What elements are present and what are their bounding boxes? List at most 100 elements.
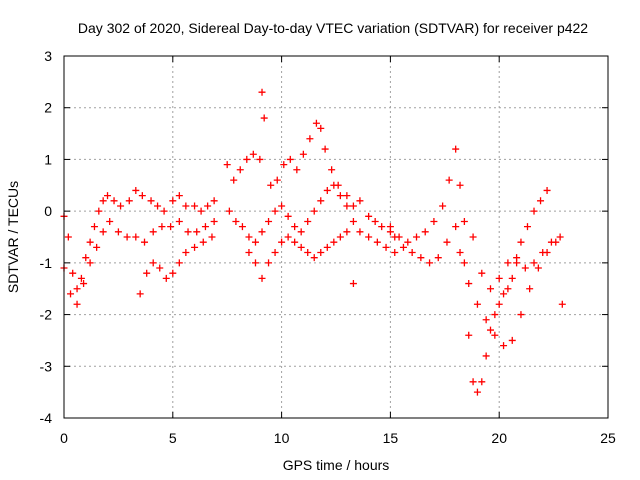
data-point	[90, 223, 98, 231]
data-point	[473, 388, 481, 396]
data-point	[291, 223, 299, 231]
data-point	[193, 228, 201, 236]
data-point	[530, 207, 538, 215]
data-point	[356, 228, 364, 236]
data-point	[132, 186, 140, 194]
data-point	[486, 285, 494, 293]
data-point	[82, 254, 90, 262]
data-point	[452, 223, 460, 231]
data-point	[328, 166, 336, 174]
data-point	[482, 352, 490, 360]
x-tick-label: 0	[60, 430, 68, 446]
y-axis-label: SDTVAR / TECUs	[5, 181, 21, 293]
data-point	[323, 186, 331, 194]
data-point	[225, 207, 233, 215]
data-point	[201, 223, 209, 231]
data-point	[199, 238, 207, 246]
data-point	[373, 238, 381, 246]
data-point	[386, 223, 394, 231]
x-tick-label: 20	[491, 430, 507, 446]
data-point	[521, 264, 529, 272]
y-tick-label: 3	[44, 48, 52, 64]
data-point	[469, 233, 477, 241]
data-point	[491, 311, 499, 319]
data-point	[110, 197, 118, 205]
data-point	[460, 259, 468, 267]
data-point	[304, 217, 312, 225]
data-point	[238, 223, 246, 231]
data-point	[465, 280, 473, 288]
data-point	[73, 285, 81, 293]
data-point	[267, 181, 275, 189]
data-point	[86, 238, 94, 246]
data-point	[258, 88, 266, 96]
data-point	[413, 233, 421, 241]
data-point	[258, 228, 266, 236]
data-point	[167, 223, 175, 231]
data-point	[452, 145, 460, 153]
data-point	[117, 202, 125, 210]
data-point	[543, 186, 551, 194]
data-point	[223, 161, 231, 169]
series-track-g	[386, 145, 551, 396]
data-point	[473, 300, 481, 308]
data-point	[508, 336, 516, 344]
data-point	[508, 274, 516, 282]
data-point	[349, 280, 357, 288]
data-point	[445, 176, 453, 184]
data-point	[310, 254, 318, 262]
data-point	[434, 254, 442, 262]
data-point	[495, 274, 503, 282]
series-track-a	[60, 186, 218, 293]
series-track-h	[391, 217, 564, 293]
data-point	[297, 243, 305, 251]
series-track-e	[225, 181, 399, 257]
data-point	[106, 217, 114, 225]
data-point	[430, 217, 438, 225]
data-point	[500, 290, 508, 298]
data-point	[67, 290, 75, 298]
data-point	[293, 166, 301, 174]
data-point	[330, 181, 338, 189]
data-point	[154, 202, 162, 210]
data-point	[404, 238, 412, 246]
series-track-c	[136, 233, 216, 298]
data-point	[534, 264, 542, 272]
data-point	[236, 166, 244, 174]
x-axis-label: GPS time / hours	[283, 457, 390, 473]
data-point	[158, 223, 166, 231]
data-point	[558, 300, 566, 308]
data-point	[273, 176, 281, 184]
y-tick-label: -3	[40, 358, 53, 374]
data-point	[465, 331, 473, 339]
data-point	[73, 300, 81, 308]
data-point	[391, 233, 399, 241]
data-point	[297, 228, 305, 236]
data-point	[486, 326, 494, 334]
data-point	[260, 114, 268, 122]
data-point	[64, 233, 72, 241]
data-point	[86, 259, 94, 267]
data-point	[258, 274, 266, 282]
grid-lines	[63, 55, 609, 419]
data-point	[251, 259, 259, 267]
data-point	[469, 378, 477, 386]
data-point	[278, 202, 286, 210]
data-point	[343, 192, 351, 200]
data-point	[504, 259, 512, 267]
data-point	[123, 233, 131, 241]
data-point	[491, 331, 499, 339]
data-point	[99, 197, 107, 205]
data-point	[286, 155, 294, 163]
data-point	[280, 161, 288, 169]
data-point	[399, 243, 407, 251]
data-point	[537, 197, 545, 205]
data-point	[543, 249, 551, 257]
data-point	[184, 228, 192, 236]
data-point	[175, 259, 183, 267]
data-point	[182, 202, 190, 210]
data-point	[271, 207, 279, 215]
data-point	[336, 192, 344, 200]
data-point	[138, 192, 146, 200]
data-point	[504, 285, 512, 293]
